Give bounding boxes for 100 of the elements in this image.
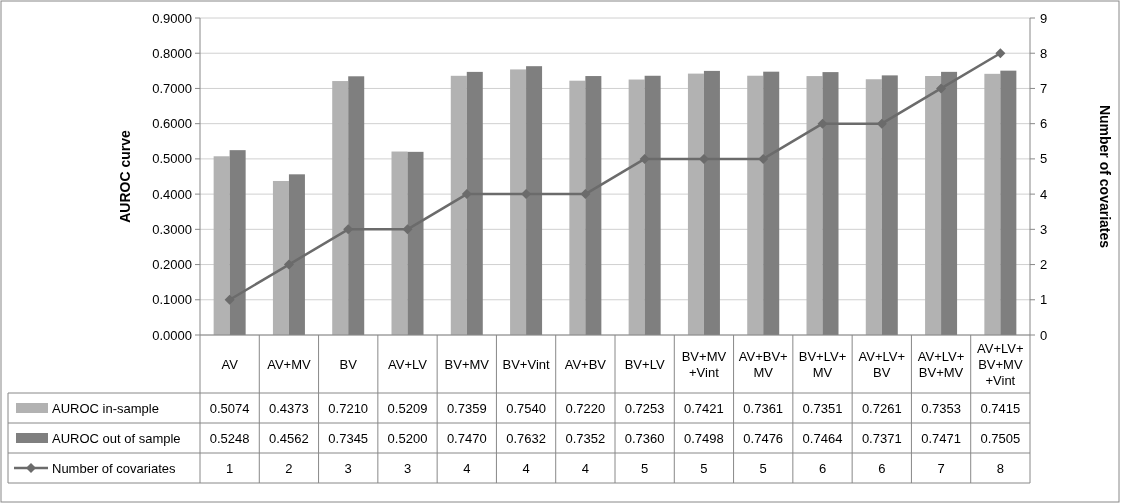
data-label: 6	[878, 460, 886, 476]
point	[936, 83, 947, 94]
x-tick-label: BV+LV+ MV	[798, 348, 847, 380]
bar	[450, 75, 467, 335]
legend-label: Number of covariates	[52, 460, 177, 476]
data-label: 0.5248	[209, 430, 250, 446]
x-tick-label: BV	[339, 356, 358, 372]
y2-tick-label: 1	[1040, 292, 1048, 308]
data-label: 0.4562	[269, 430, 309, 446]
data-label: 0.7471	[921, 430, 961, 446]
data-label: 4	[463, 460, 471, 476]
y2-tick-label: 6	[1040, 116, 1048, 132]
x-tick-label: AV+BV	[564, 356, 607, 372]
x-tick-label: BV+MV	[444, 356, 490, 372]
data-label: 6	[818, 460, 827, 476]
data-label: 5	[759, 460, 767, 476]
bar	[984, 73, 1001, 335]
data-label: 5	[641, 460, 649, 476]
y-tick-label: 0.3000	[152, 221, 192, 237]
bar	[569, 80, 586, 335]
bar	[332, 81, 349, 335]
y2-tick-label: 4	[1040, 186, 1048, 202]
data-label: 0.7253	[624, 400, 665, 416]
x-tick-label: AV+LV+ BV+MV	[917, 348, 965, 380]
x-tick-label: BV+MV +Vint	[681, 348, 727, 380]
x-tick-label: AV+LV+ BV+MV +Vint	[977, 340, 1024, 388]
y2-tick-label: 9	[1040, 10, 1048, 26]
data-label: 0.7210	[328, 400, 369, 416]
legend-label: AUROC out of sample	[52, 430, 181, 446]
data-label: 0.7505	[980, 430, 1021, 446]
bar	[213, 156, 230, 335]
data-label: 0.7476	[743, 430, 784, 446]
y-tick-label: 0.5000	[152, 151, 192, 167]
data-label: 8	[996, 460, 1004, 476]
y-axis-title: AUROC curve	[117, 130, 133, 223]
y-tick-label: 0.2000	[152, 257, 192, 273]
y-tick-label: 0.7000	[152, 80, 192, 96]
x-tick-label: AV	[221, 356, 239, 372]
data-label: 0.5209	[387, 400, 428, 416]
y2-tick-label: 5	[1040, 151, 1048, 167]
x-tick-label: BV+Vint	[502, 356, 550, 372]
data-label: 0.7220	[565, 400, 606, 416]
data-label: 0.7632	[506, 430, 546, 446]
bar	[391, 151, 408, 335]
data-label: 0.7464	[802, 430, 843, 446]
y-tick-label: 0.8000	[152, 45, 192, 61]
bar	[510, 69, 527, 335]
y2-tick-label: 2	[1040, 257, 1048, 273]
point	[995, 48, 1006, 59]
y2-tick-label: 0	[1040, 327, 1048, 343]
x-tick-label: AV+LV	[388, 356, 428, 372]
data-label: 0.7421	[684, 400, 724, 416]
data-label: 0.7352	[565, 430, 606, 446]
bar	[865, 79, 882, 335]
point	[224, 294, 235, 305]
data-label: 0.7359	[446, 400, 487, 416]
bar	[925, 76, 942, 335]
data-label: 0.7415	[980, 400, 1021, 416]
point	[758, 153, 769, 164]
data-label: 0.7470	[446, 430, 487, 446]
data-label: 7	[937, 460, 945, 476]
data-label: 0.7351	[802, 400, 843, 416]
data-label: 4	[522, 460, 530, 476]
data-label: 0.7540	[506, 400, 546, 416]
data-label: 2	[285, 460, 293, 476]
y-tick-label: 0.4000	[152, 186, 192, 202]
legend-label: AUROC in-sample	[52, 400, 159, 416]
point	[580, 189, 591, 200]
data-label: 0.7261	[861, 400, 902, 416]
bar	[272, 180, 289, 335]
y2-axis-title: Number of covariates	[1097, 104, 1113, 249]
y-tick-label: 0.1000	[152, 292, 192, 308]
y-tick-label: 0.0000	[152, 327, 192, 343]
data-label: 3	[403, 460, 412, 476]
bar	[687, 73, 704, 335]
x-tick-label: AV+LV+ BV	[858, 348, 906, 380]
data-label: 0.7361	[743, 400, 784, 416]
data-label: 0.7498	[684, 430, 724, 446]
x-tick-label: AV+MV	[267, 356, 311, 372]
bar	[806, 76, 823, 335]
data-label: 3	[344, 460, 352, 476]
data-label: 1	[226, 460, 234, 476]
y-tick-label: 0.9000	[152, 10, 192, 26]
data-label: 0.7353	[921, 400, 961, 416]
data-label: 0.5200	[387, 430, 428, 446]
data-label: 0.4373	[269, 400, 309, 416]
point	[402, 224, 413, 235]
data-label: 4	[581, 460, 589, 476]
data-label: 0.7360	[624, 430, 665, 446]
y2-tick-label: 7	[1040, 80, 1048, 96]
data-label: 0.7345	[328, 430, 369, 446]
bar	[628, 79, 645, 335]
x-tick-label: BV+LV	[624, 356, 665, 372]
y2-tick-label: 8	[1040, 45, 1048, 61]
data-label: 0.5074	[209, 400, 250, 416]
x-tick-label: AV+BV+ MV	[738, 348, 788, 380]
point	[283, 259, 294, 270]
data-label: 5	[700, 460, 708, 476]
y-tick-label: 0.6000	[152, 116, 192, 132]
y2-tick-label: 3	[1040, 221, 1048, 237]
